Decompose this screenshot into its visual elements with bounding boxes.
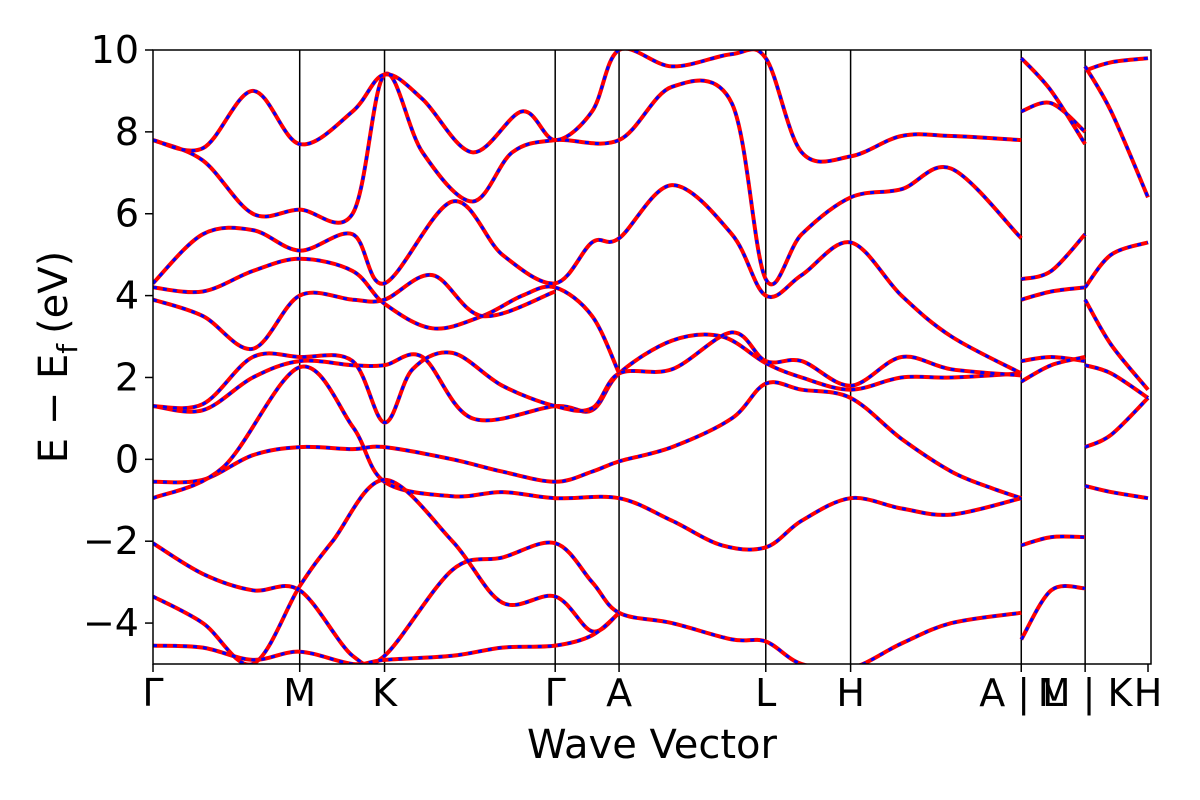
y-tick-label: 4 [115, 274, 139, 318]
x-tick-label: Γ [142, 671, 163, 715]
band-line-dashed [153, 72, 1023, 286]
band-line-solid [1084, 483, 1149, 501]
band-line-dashed [1083, 65, 1150, 198]
band-line-solid [1083, 240, 1149, 289]
band-line-solid [153, 330, 1022, 425]
y-axis-label-unit: (eV) [31, 251, 77, 334]
band-line-dashed [153, 330, 1022, 424]
plot-frame [152, 49, 1152, 665]
y-tick-label: 0 [115, 437, 139, 481]
band-line-solid [153, 332, 1022, 423]
y-tick-label: 10 [91, 28, 139, 72]
band-line-solid [153, 50, 1022, 164]
band-line-dashed [1083, 298, 1150, 391]
y-tick-label: −4 [83, 601, 139, 645]
x-tick-label: K [372, 671, 398, 715]
band-line-dashed [1020, 57, 1087, 145]
band-line-dashed [153, 380, 1022, 500]
band-line-solid [1020, 285, 1086, 302]
x-tick-label: M | K [1038, 671, 1134, 716]
x-tick-label: M [283, 671, 316, 715]
band-line-solid [153, 71, 1023, 287]
band-line-solid [153, 364, 1022, 552]
band-line-solid [153, 380, 1022, 501]
x-tick-label: H [1134, 671, 1163, 715]
band-line-dashed [153, 333, 1022, 422]
band-line-solid [153, 477, 621, 664]
band-line-solid [1020, 232, 1087, 282]
x-tick-label: A | L [979, 671, 1063, 716]
band-line-dashed [153, 478, 621, 664]
band-line-solid [153, 611, 621, 664]
y-tick-label: −2 [83, 519, 139, 563]
band-line-dashed [153, 365, 1022, 552]
band-line-dashed [1084, 363, 1149, 400]
band-line-dashed [153, 50, 1022, 164]
band-line-dashed [153, 257, 621, 375]
band-line-solid [153, 256, 621, 375]
band-line-dashed [1020, 233, 1087, 281]
y-tick-label: 8 [115, 110, 139, 154]
y-axis-label-sub: f [51, 343, 84, 354]
band-line-dashed [1021, 355, 1086, 363]
y-axis-ticks: −4 −2 0 2 4 6 8 10 [83, 28, 153, 645]
x-tick-label: L [755, 671, 776, 715]
band-line-solid [1084, 56, 1149, 73]
band-line-solid [1019, 584, 1086, 641]
band-line-solid [1084, 396, 1150, 449]
y-axis-label: E − Ef (eV) [31, 251, 84, 464]
band-line-solid [153, 540, 1022, 664]
x-axis-label: Wave Vector [527, 722, 778, 768]
band-line-dashed [1020, 285, 1086, 302]
y-tick-label: 2 [115, 355, 139, 399]
x-tick-label: A [606, 671, 632, 715]
band-line-dashed [153, 183, 1023, 375]
band-lines [153, 50, 1150, 664]
band-line-dashed [1083, 240, 1149, 289]
high-symmetry-lines [298, 50, 1086, 664]
x-tick-label: H [836, 671, 865, 715]
band-line-dashed [1020, 101, 1087, 134]
band-line-dashed [1020, 584, 1086, 641]
y-tick-label: 6 [115, 192, 139, 236]
y-axis-label-main: E − E [31, 354, 77, 464]
band-line-dashed [153, 273, 556, 351]
band-line-dashed [1020, 355, 1086, 383]
band-line-dashed [1020, 534, 1086, 547]
x-tick-label: Γ [545, 671, 566, 715]
